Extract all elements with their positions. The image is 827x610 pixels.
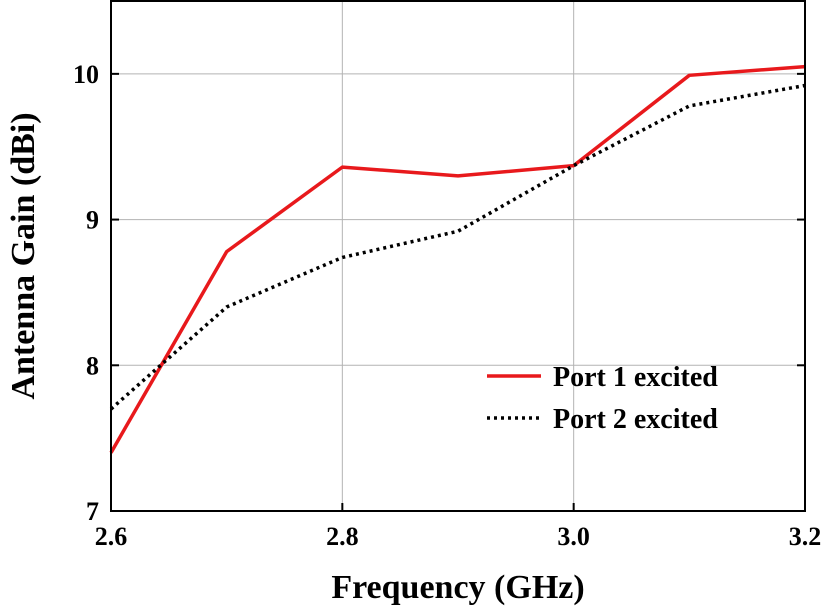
series-line-port-2 bbox=[109, 83, 806, 411]
tick-labels: 2.6 2.8 3.0 3.2 7 8 9 10 bbox=[73, 60, 821, 551]
y-tick-label: 9 bbox=[86, 206, 99, 235]
legend: Port 1 excited Port 2 excited bbox=[487, 362, 718, 435]
y-tick-label: 8 bbox=[86, 351, 99, 380]
x-tick-label: 2.6 bbox=[95, 522, 128, 551]
ticks bbox=[110, 72, 806, 512]
legend-label-port-1: Port 1 excited bbox=[553, 362, 718, 393]
x-tick-label: 2.8 bbox=[326, 522, 359, 551]
x-axis-title: Frequency (GHz) bbox=[331, 569, 584, 606]
series-layer bbox=[109, 64, 806, 454]
y-tick-label: 10 bbox=[73, 60, 99, 89]
legend-label-port-2: Port 2 excited bbox=[553, 404, 718, 435]
plot-frame bbox=[110, 0, 806, 512]
grid bbox=[111, 1, 805, 511]
series-line-port-1 bbox=[109, 64, 806, 454]
x-tick-label: 3.2 bbox=[789, 522, 822, 551]
y-axis-title: Antenna Gain (dBi) bbox=[5, 112, 42, 399]
x-tick-label: 3.0 bbox=[557, 522, 590, 551]
y-tick-label: 7 bbox=[86, 497, 99, 526]
